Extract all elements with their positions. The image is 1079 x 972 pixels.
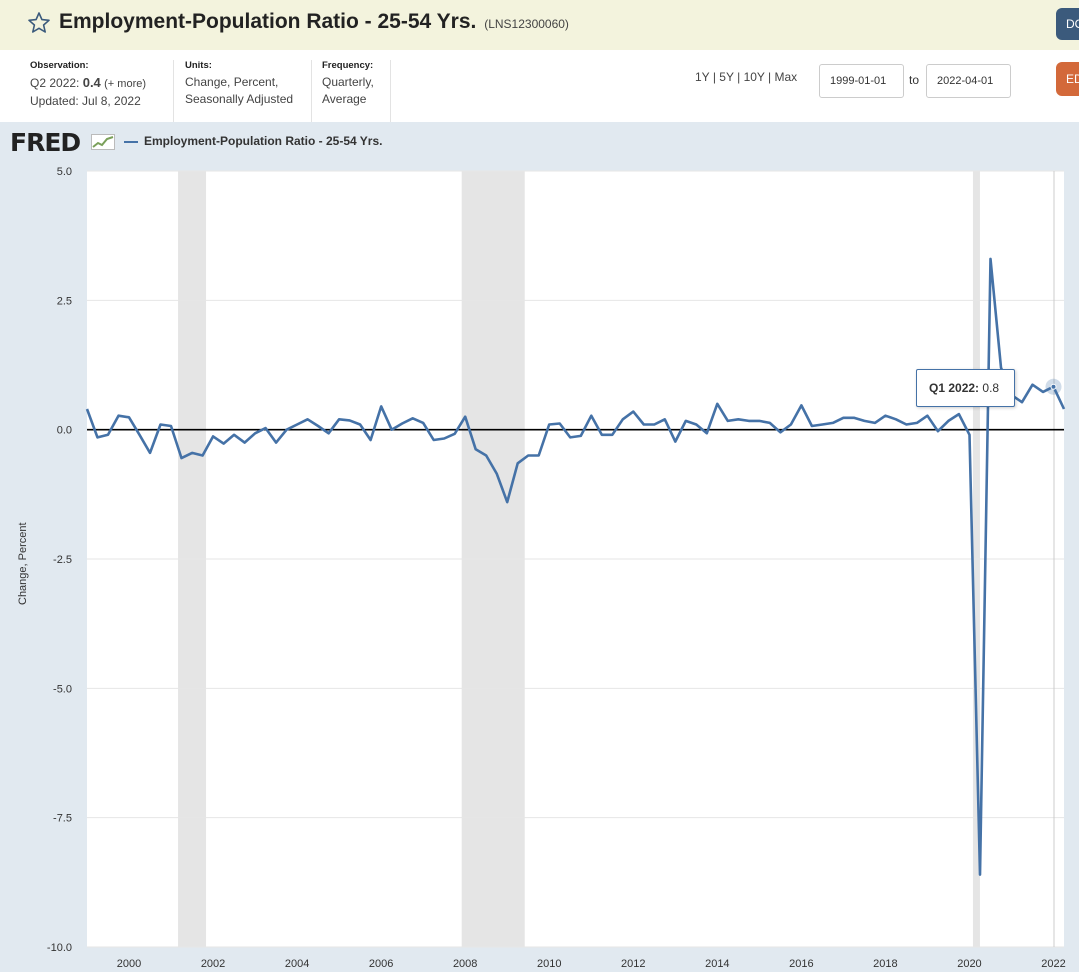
series-id: (LNS12300060) <box>484 17 569 31</box>
divider <box>173 60 174 122</box>
units-value-line2: Seasonally Adjusted <box>185 92 294 106</box>
y-tick-label: -7.5 <box>53 813 72 825</box>
series-title-text: Employment-Population Ratio - 25-54 Yrs. <box>59 10 477 33</box>
range-separator: | <box>768 70 772 84</box>
start-date-input[interactable] <box>819 64 904 98</box>
hover-point <box>1050 383 1057 390</box>
legend-series-label[interactable]: Employment-Population Ratio - 25-54 Yrs. <box>144 134 383 148</box>
download-button[interactable]: DO <box>1056 8 1079 40</box>
x-tick-label: 2012 <box>621 958 645 970</box>
y-tick-label: 5.0 <box>57 166 72 178</box>
y-tick-label: 2.5 <box>57 295 72 307</box>
units-label: Units: <box>185 60 212 71</box>
series-title: Employment-Population Ratio - 25-54 Yrs.… <box>59 10 569 34</box>
y-tick-label: 0.0 <box>57 425 72 437</box>
x-tick-label: 2004 <box>285 958 309 970</box>
series-line <box>85 257 1066 876</box>
x-tick-label: 2022 <box>1041 958 1065 970</box>
y-tick-label: -2.5 <box>53 554 72 566</box>
range-link-10y[interactable]: 10Y <box>743 70 765 84</box>
y-tick-label: -10.0 <box>47 942 72 954</box>
range-separator: | <box>737 70 741 84</box>
range-link-1y[interactable]: 1Y <box>695 70 710 84</box>
range-link-5y[interactable]: 5Y <box>719 70 734 84</box>
tooltip-label: Q1 2022: <box>929 381 980 395</box>
end-date-input[interactable] <box>926 64 1011 98</box>
observation-period: Q2 2022: <box>30 76 80 90</box>
x-tick-label: 2008 <box>453 958 477 970</box>
frequency-label: Frequency: <box>322 60 374 71</box>
x-tick-label: 2010 <box>537 958 561 970</box>
legend-swatch <box>124 141 138 143</box>
x-tick-label: 2014 <box>705 958 729 970</box>
x-tick-label: 2018 <box>873 958 897 970</box>
x-tick-label: 2016 <box>789 958 813 970</box>
x-tick-label: 2020 <box>957 958 981 970</box>
units-block: Units: Change, Percent, Seasonally Adjus… <box>185 60 293 108</box>
y-tick-label: -5.0 <box>53 683 72 695</box>
x-tick-label: 2006 <box>369 958 393 970</box>
updated-date: Updated: Jul 8, 2022 <box>30 94 141 108</box>
frequency-block: Frequency: Quarterly, Average <box>322 60 374 108</box>
range-separator: | <box>712 70 716 84</box>
title-bar: Employment-Population Ratio - 25-54 Yrs.… <box>0 0 1079 50</box>
fred-graph-icon <box>91 134 115 150</box>
divider <box>390 60 391 122</box>
chart-tooltip: Q1 2022: 0.8 <box>916 369 1015 407</box>
units-value-line1: Change, Percent, <box>185 75 279 89</box>
metadata-bar: Observation: Q2 2022: 0.4 (+ more) Updat… <box>0 50 1079 122</box>
date-range-links: 1Y | 5Y | 10Y | Max <box>695 70 797 84</box>
divider <box>311 60 312 122</box>
line-chart[interactable]: 5.0 2.5 0.0 -2.5 -5.0 -7.5 -10.0 2000 2002 2004 20… <box>0 122 1079 972</box>
range-link-max[interactable]: Max <box>774 70 798 84</box>
observation-block: Observation: Q2 2022: 0.4 (+ more) Updat… <box>30 60 146 110</box>
fred-logo[interactable]: FRED <box>10 128 81 157</box>
edit-graph-button[interactable]: ED <box>1056 62 1079 96</box>
observation-more-link[interactable]: (+ more) <box>104 78 147 90</box>
observation-value: 0.4 <box>82 75 101 90</box>
to-label: to <box>909 73 920 87</box>
star-icon[interactable] <box>27 11 51 35</box>
frequency-value-line2: Average <box>322 92 367 106</box>
observation-label: Observation: <box>30 60 89 71</box>
observation-line: Q2 2022: 0.4 (+ more) <box>30 74 146 93</box>
tooltip-value: 0.8 <box>982 381 1000 395</box>
frequency-value-line1: Quarterly, <box>322 75 374 89</box>
x-tick-label: 2000 <box>117 958 141 970</box>
x-tick-label: 2002 <box>201 958 225 970</box>
